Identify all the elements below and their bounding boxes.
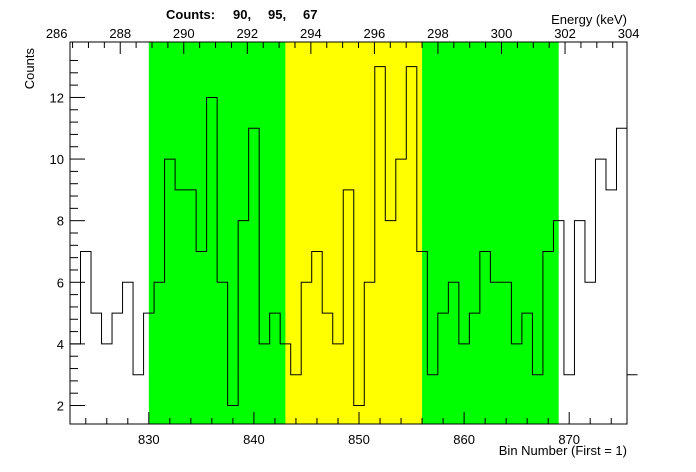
top-tick-label: 298 (427, 26, 449, 41)
top-tick-label: 290 (173, 26, 195, 41)
region-band-2 (422, 42, 559, 424)
histogram-line (70, 66, 638, 407)
top-axis: 286 288 290 292 294 296 298 300 302 304 (46, 26, 640, 54)
bottom-axis: 830 840 850 860 870 (85, 412, 612, 447)
x-tick-label: 860 (453, 432, 475, 447)
counts-value-peak: 95, (268, 7, 286, 22)
y-tick-label: 8 (57, 214, 64, 229)
top-tick-label: 296 (364, 26, 386, 41)
counts-value-left: 90, (233, 7, 251, 22)
top-tick-label: 300 (491, 26, 513, 41)
top-tick-label: 294 (300, 26, 322, 41)
top-axis-title: Energy (keV) (551, 12, 627, 27)
y-tick-label: 12 (50, 90, 64, 105)
counts-value-right: 67 (303, 7, 317, 22)
counts-header: Counts: (166, 7, 215, 22)
y-tick-label: 6 (57, 275, 64, 290)
x-tick-label: 840 (243, 432, 265, 447)
top-tick-label: 304 (618, 26, 640, 41)
top-tick-label: 292 (236, 26, 258, 41)
x-axis-title: Bin Number (First = 1) (499, 443, 627, 458)
y-tick-label: 2 (57, 399, 64, 414)
top-tick-label: 288 (109, 26, 131, 41)
y-axis-title: Counts (22, 48, 37, 90)
top-tick-label: 286 (46, 26, 68, 41)
y-axis: 2 4 6 8 10 12 (50, 59, 85, 414)
x-tick-label: 870 (558, 432, 580, 447)
top-tick-label: 302 (554, 26, 576, 41)
x-tick-label: 830 (138, 432, 160, 447)
y-tick-label: 10 (50, 152, 64, 167)
x-tick-label: 850 (348, 432, 370, 447)
y-tick-label: 4 (57, 337, 64, 352)
